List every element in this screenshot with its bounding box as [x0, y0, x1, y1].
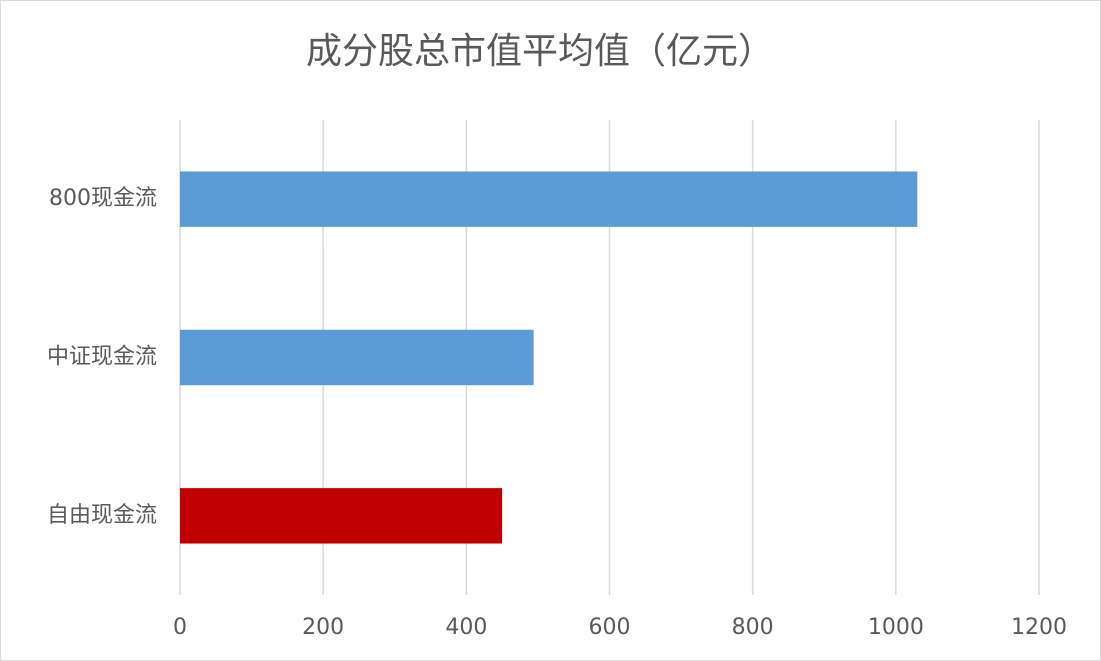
bar — [180, 488, 503, 544]
y-tick-label: 中证现金流 — [47, 345, 157, 370]
chart-title: 成分股总市值平均值（亿元） — [306, 31, 774, 72]
x-tick-label: 1200 — [1011, 615, 1067, 640]
y-tick-label: 自由现金流 — [47, 503, 157, 528]
x-tick-label: 800 — [732, 615, 774, 640]
x-tick-label: 1000 — [868, 615, 924, 640]
x-tick-label: 600 — [589, 615, 631, 640]
bar — [180, 171, 918, 227]
x-tick-label: 200 — [302, 615, 344, 640]
y-tick-label: 800现金流 — [49, 186, 157, 211]
x-tick-label: 400 — [445, 615, 487, 640]
x-tick-label: 0 — [173, 615, 187, 640]
bar — [180, 329, 534, 386]
